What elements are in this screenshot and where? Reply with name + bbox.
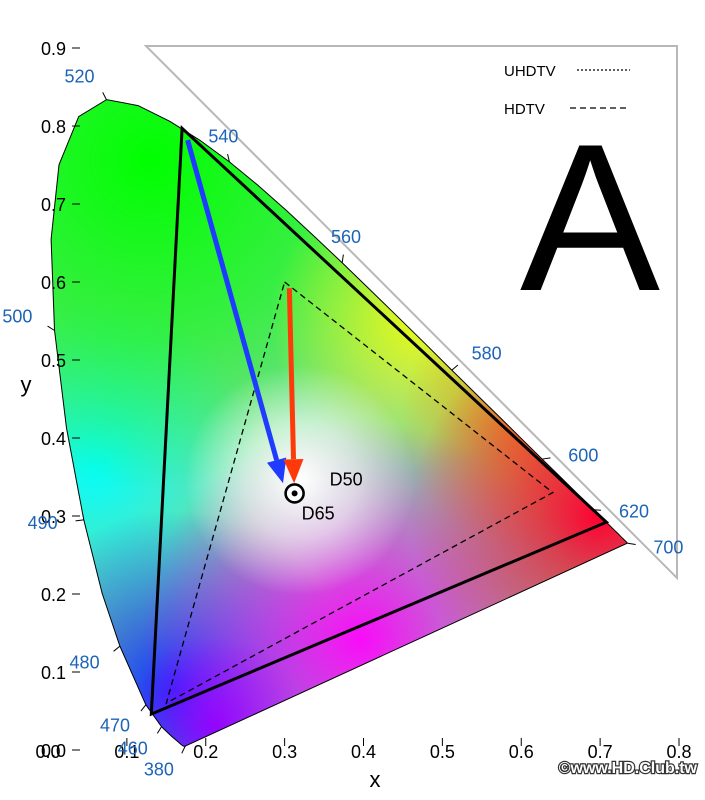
wavelength-tick xyxy=(181,745,186,754)
spectral-locus-outline xyxy=(50,99,629,747)
x-tick-label: 0.1 xyxy=(114,742,139,762)
x-tick-label: 0.4 xyxy=(351,742,376,762)
wavelength-tick xyxy=(542,457,551,460)
hdtv-gamut-triangle xyxy=(165,280,554,705)
panel-letter: A xyxy=(520,100,660,335)
y-tick-label: 0.9 xyxy=(41,39,66,59)
wavelength-tick xyxy=(156,726,163,734)
wavelength-label: 460 xyxy=(118,739,148,759)
credit-watermark: ©www.HD.Club.tw xyxy=(559,760,698,777)
y-axis-title: y xyxy=(21,372,32,397)
y-tick-label: 0.5 xyxy=(41,351,66,371)
wavelength-label: 620 xyxy=(619,501,649,521)
wavelength-label: 490 xyxy=(28,513,58,533)
wavelength-tick xyxy=(627,542,636,546)
white-point-marker xyxy=(284,483,305,504)
wavelength-label: 380 xyxy=(144,760,174,780)
wavelength-label: 520 xyxy=(64,66,94,86)
x-tick-label: 0.6 xyxy=(509,742,534,762)
x-tick-label: 0.3 xyxy=(272,742,297,762)
y-tick-label: 0.7 xyxy=(41,195,66,215)
wavelength-label: 540 xyxy=(208,127,238,147)
wavelength-label: 470 xyxy=(100,715,130,735)
wavelength-tick xyxy=(75,519,84,522)
wavelength-tick xyxy=(227,153,230,162)
wavelength-label: 600 xyxy=(568,445,598,465)
white-point-label-d65: D65 xyxy=(302,503,335,523)
wavelength-label: 580 xyxy=(472,343,502,363)
x-tick-label: 0.5 xyxy=(430,742,455,762)
wavelength-tick xyxy=(140,704,147,712)
arrow-head-1 xyxy=(266,457,287,484)
y-tick-label: 0.3 xyxy=(41,507,66,527)
wavelength-tick xyxy=(102,92,107,100)
axis-ticks: 0.0 0.1 0.2 0.3 0.4 0.5 0.6 0.7 0.8 0.0 0.1 0.2 0.3 0… xyxy=(35,39,691,762)
arrow-shaft-2 xyxy=(286,288,297,460)
arrow-head-2 xyxy=(283,459,304,484)
wavelength-tick xyxy=(47,325,55,331)
x-axis-title: x xyxy=(370,767,381,792)
wavelength-label: 480 xyxy=(70,653,100,673)
x-tick-label: 0.0 xyxy=(35,742,60,762)
wavelength-label: 700 xyxy=(653,537,683,557)
white-point-label-d50: D50 xyxy=(330,469,363,489)
uhdtv-gamut-triangle xyxy=(149,125,610,717)
arrow-shaft-1 xyxy=(185,139,280,461)
shift-arrows xyxy=(185,139,304,484)
reference-triangle xyxy=(143,45,678,581)
legend-label-uhdtv: UHDTV xyxy=(504,63,556,80)
y-tick-label: 0.4 xyxy=(41,429,66,449)
y-tick-label: 0.8 xyxy=(41,117,66,137)
legend-label-hdtv: HDTV xyxy=(504,101,545,118)
legend: UHDTV HDTV xyxy=(504,63,630,118)
y-tick-label: 0.1 xyxy=(41,663,66,683)
y-tick-label: 0.0 xyxy=(41,741,66,761)
wavelength-tick xyxy=(341,254,344,263)
y-tick-label: 0.6 xyxy=(41,273,66,293)
wavelength-label: 560 xyxy=(331,227,361,247)
x-tick-label: 0.2 xyxy=(193,742,218,762)
y-tick-label: 0.2 xyxy=(41,585,66,605)
wavelength-tick xyxy=(451,364,459,371)
wavelength-tick xyxy=(113,645,121,652)
x-tick-label: 0.7 xyxy=(588,742,613,762)
x-tick-label: 0.8 xyxy=(666,742,691,762)
wavelength-label: 500 xyxy=(2,306,32,326)
